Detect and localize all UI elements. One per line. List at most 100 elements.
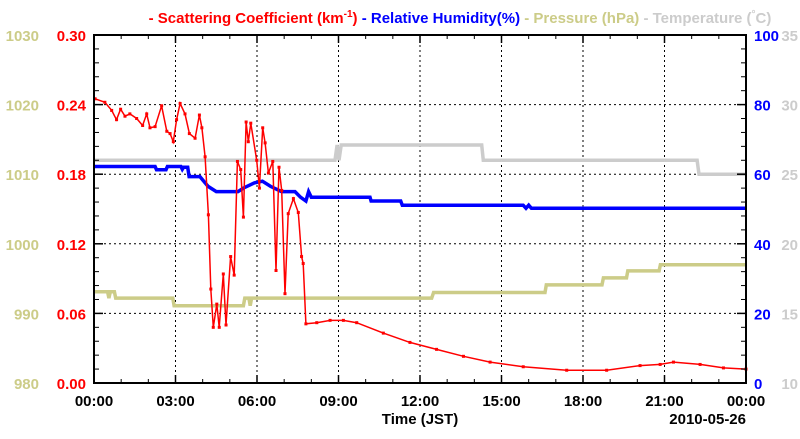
scattering-coefficient-point [605, 368, 609, 372]
scattering-coefficient-point [215, 302, 219, 306]
scattering-axis-tick-label: 0.12 [57, 237, 86, 254]
temperature-axis-tick-label: 10 [781, 376, 798, 393]
scattering-coefficient-point [221, 272, 225, 276]
x-tick-label: 12:00 [401, 393, 439, 410]
x-tick-label: 00:00 [727, 393, 765, 410]
chart-title: - Scattering Coefficient (km-1) - Relati… [149, 9, 772, 27]
legend-superscript: ° [752, 9, 756, 20]
scattering-coefficient-point [277, 165, 281, 169]
humidity-axis-tick-label: 60 [754, 167, 771, 184]
scattering-coefficient-point [698, 362, 702, 366]
pressure-line [94, 262, 746, 308]
scattering-coefficient-point [671, 360, 675, 364]
x-tick-label: 15:00 [482, 393, 520, 410]
scattering-coefficient-point [266, 171, 270, 175]
humidity-axis-tick-label: 20 [754, 306, 771, 323]
scattering-coefficient-point [355, 321, 359, 325]
pressure-axis-tick-label: 1000 [6, 237, 39, 254]
legend-entry-tail: ) [353, 10, 358, 27]
scattering-coefficient-point [141, 123, 145, 127]
series-group [93, 97, 748, 372]
x-tick-label: 09:00 [319, 393, 357, 410]
date-label: 2010-05-26 [669, 411, 746, 428]
scattering-coefficient-point [211, 325, 215, 329]
scattering-coefficient-point [153, 125, 157, 129]
scattering-coefficient-point [274, 268, 278, 272]
pressure-axis-tick-label: 1010 [6, 167, 39, 184]
scattering-coefficient-point [565, 368, 569, 372]
scattering-axis-tick-label: 0.18 [57, 167, 86, 184]
scattering-axis-tick-label: 0.06 [57, 306, 86, 323]
scattering-coefficient-point [119, 107, 123, 111]
scattering-coefficient-point [286, 212, 290, 216]
scattering-coefficient-point [168, 132, 172, 136]
scattering-coefficient-point [193, 136, 197, 140]
humidity-axis-tick-label: 40 [754, 237, 771, 254]
scattering-coefficient-line [94, 98, 747, 371]
relative-humidity-line [94, 164, 746, 211]
legend-entry-tail: C) [756, 10, 772, 27]
x-tick-label: 00:00 [75, 393, 113, 410]
scattering-axis-tick-label: 0.24 [57, 98, 87, 115]
scattering-coefficient-point [435, 347, 439, 351]
scattering-coefficient-point [203, 155, 207, 159]
scattering-coefficient-point [224, 323, 228, 327]
temperature-axis-tick-label: 35 [781, 28, 798, 45]
scattering-coefficient-point [315, 321, 319, 325]
scattering-coefficient-point [187, 132, 191, 136]
scattering-coefficient-point [291, 197, 295, 201]
scattering-axis-tick-label: 0.30 [57, 28, 86, 45]
axes: 00:00 03:00 06:00 09:00 12:00 15:00 18:00 21:00… [6, 28, 798, 410]
scattering-coefficient-point [244, 120, 248, 124]
scattering-coefficient-point [239, 168, 243, 172]
scattering-coefficient-point [93, 97, 97, 101]
scattering-coefficient-point [341, 318, 345, 322]
scattering-coefficient-point [304, 322, 308, 326]
scattering-coefficient-point [638, 364, 642, 368]
scattering-coefficient-point [197, 113, 201, 117]
grid [94, 35, 746, 383]
scattering-coefficient-point [241, 215, 245, 219]
humidity-axis-tick-label: 0 [754, 376, 762, 393]
temperature-line [94, 143, 746, 176]
scattering-coefficient-point [271, 159, 275, 163]
scattering-coefficient-point [148, 126, 152, 130]
scattering-coefficient-point [261, 126, 265, 130]
legend-entry-0: - Scattering Coefficient (km [149, 10, 344, 27]
pressure-axis-tick-label: 980 [14, 376, 39, 393]
scattering-coefficient-point [135, 117, 139, 121]
scattering-coefficient-point [296, 210, 300, 214]
scattering-coefficient-point [145, 112, 149, 116]
scattering-coefficient-point [521, 365, 525, 369]
legend-entry-3: - Temperature ( [639, 10, 751, 27]
scattering-coefficient-point [123, 114, 127, 118]
pressure-axis-tick-label: 990 [14, 306, 39, 323]
scattering-coefficient-point [249, 121, 253, 125]
x-tick-label: 21:00 [645, 393, 683, 410]
x-tick-label: 06:00 [238, 393, 276, 410]
scattering-coefficient-point [246, 140, 250, 144]
scattering-coefficient-point [165, 129, 169, 133]
legend-entry-2: - Pressure (hPa) [520, 10, 639, 27]
scattering-coefficient-point [235, 159, 239, 163]
temperature-axis-tick-label: 25 [781, 167, 798, 184]
scattering-coefficient-point [103, 100, 107, 104]
humidity-axis-tick-label: 80 [754, 98, 771, 115]
scattering-coefficient-point [171, 140, 175, 144]
scattering-coefficient-point [209, 287, 213, 291]
pressure-axis-tick-label: 1030 [6, 28, 39, 45]
scattering-coefficient-point [175, 118, 179, 122]
scattering-coefficient-point [128, 112, 132, 116]
scattering-coefficient-point [280, 188, 284, 192]
legend-entry-1: - Relative Humidity(%) [358, 10, 521, 27]
temperature-axis-tick-label: 30 [781, 98, 798, 115]
scattering-coefficient-point [461, 354, 465, 358]
scattering-coefficient-point [200, 126, 204, 130]
x-tick-label: 18:00 [564, 393, 602, 410]
scattering-coefficient-point [721, 366, 725, 370]
x-axis-label: Time (JST) [382, 411, 458, 428]
scattering-coefficient-point [301, 262, 305, 266]
scattering-coefficient-point [300, 255, 304, 259]
scattering-coefficient-point [178, 101, 182, 105]
